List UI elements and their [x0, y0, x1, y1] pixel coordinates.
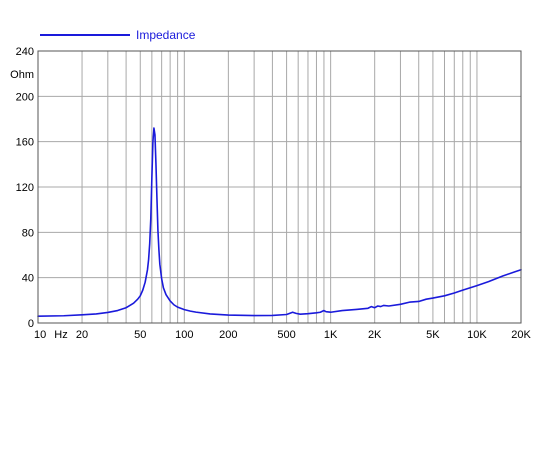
x-tick-label: 20	[76, 329, 88, 341]
y-axis: 0 40 80 120 160 200 240	[16, 46, 34, 330]
y-axis-label: Ohm	[10, 69, 34, 81]
legend: Impedance	[40, 28, 196, 42]
y-tick-label: 0	[28, 318, 34, 330]
x-tick-label: 100	[175, 329, 193, 341]
y-tick-label: 120	[16, 182, 34, 194]
y-tick-label: 240	[16, 46, 34, 58]
x-axis: 10 20 50 100 200 500 1K 2K 5K 10K 20K	[34, 329, 531, 341]
y-tick-label: 80	[22, 227, 34, 239]
x-tick-label: 200	[219, 329, 237, 341]
x-tick-label: 1K	[324, 329, 338, 341]
y-tick-label: 200	[16, 91, 34, 103]
plot-frame	[37, 50, 522, 324]
x-axis-label: Hz	[54, 329, 67, 341]
grid	[37, 50, 522, 324]
x-tick-label: 2K	[368, 329, 382, 341]
x-tick-label: 10K	[467, 329, 487, 341]
series-line-impedance	[37, 127, 522, 318]
x-tick-label: 500	[277, 329, 295, 341]
legend-label-impedance: Impedance	[136, 28, 196, 42]
series-layer	[37, 127, 522, 318]
y-tick-label: 40	[22, 273, 34, 285]
x-tick-label: 10	[34, 329, 46, 341]
x-tick-label: 50	[134, 329, 146, 341]
x-tick-label: 20K	[511, 329, 531, 341]
x-tick-label: 5K	[426, 329, 440, 341]
y-tick-label: 160	[16, 137, 34, 149]
